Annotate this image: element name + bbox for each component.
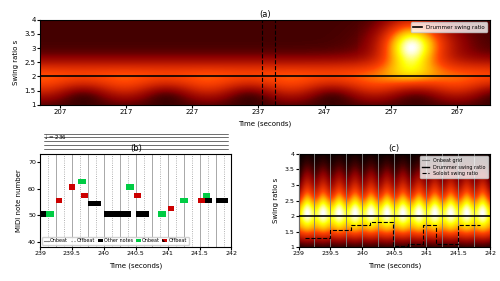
Title: (b): (b): [130, 144, 141, 153]
Bar: [134, 192, 141, 198]
X-axis label: Time (seconds): Time (seconds): [368, 262, 421, 269]
Bar: [168, 206, 174, 211]
Title: (c): (c): [388, 144, 400, 153]
Title: (a): (a): [259, 10, 271, 19]
Bar: [82, 192, 88, 198]
Bar: [104, 211, 132, 217]
X-axis label: Time (seconds): Time (seconds): [109, 262, 162, 269]
Legend: Onbeat grid, Drummer swing ratio, Soloist swing ratio: Onbeat grid, Drummer swing ratio, Solois…: [420, 156, 488, 178]
X-axis label: Time (seconds): Time (seconds): [238, 120, 292, 127]
Y-axis label: Swing ratio s: Swing ratio s: [273, 178, 279, 223]
Bar: [158, 211, 166, 217]
Bar: [203, 192, 210, 198]
Bar: [40, 211, 53, 217]
Bar: [56, 198, 62, 203]
Bar: [68, 185, 75, 190]
Bar: [88, 201, 101, 206]
Text: $\mathit{♩}$ = 236: $\mathit{♩}$ = 236: [44, 132, 66, 141]
Legend: Drummer swing ratio: Drummer swing ratio: [411, 22, 487, 32]
Bar: [200, 198, 212, 203]
Bar: [180, 198, 188, 203]
Y-axis label: Swing ratio s: Swing ratio s: [13, 40, 19, 85]
Bar: [198, 198, 204, 203]
Bar: [78, 179, 86, 185]
Y-axis label: MIDI note number: MIDI note number: [16, 169, 22, 232]
Bar: [136, 211, 148, 217]
Legend: Onbeat, Offbeat, Other notes, Onbeat, Offbeat: Onbeat, Offbeat, Other notes, Onbeat, Of…: [42, 237, 188, 245]
Bar: [46, 211, 54, 217]
Bar: [216, 198, 228, 203]
Bar: [126, 185, 134, 190]
